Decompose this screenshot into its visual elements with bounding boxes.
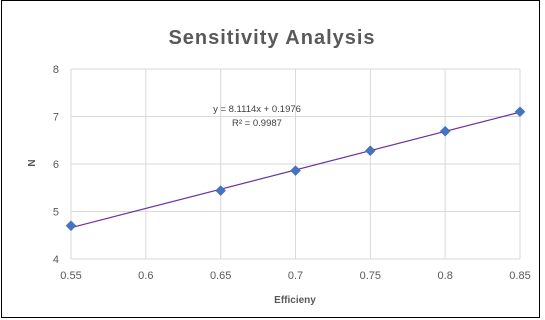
points-layer bbox=[65, 106, 526, 232]
x-tick-label: 0.7 bbox=[288, 270, 303, 282]
chart-title: Sensitivity Analysis bbox=[168, 27, 375, 49]
data-point bbox=[364, 145, 376, 157]
y-tick-label: 5 bbox=[53, 207, 59, 219]
x-tick-label: 0.55 bbox=[60, 270, 81, 282]
equation-label: y = 8.1114x + 0.1976 bbox=[213, 104, 301, 115]
y-tick-label: 4 bbox=[53, 254, 59, 266]
y-axis-label: N bbox=[27, 159, 38, 166]
x-axis-label: Efficieny bbox=[274, 295, 316, 306]
x-tick-label: 0.85 bbox=[509, 270, 530, 282]
y-tick-label: 7 bbox=[53, 112, 59, 124]
y-tick-label: 6 bbox=[53, 159, 59, 171]
x-tick-label: 0.75 bbox=[360, 270, 381, 282]
r-squared-label: R² = 0.9987 bbox=[232, 118, 282, 129]
grid-layer bbox=[70, 68, 521, 260]
y-tick-label: 8 bbox=[53, 64, 59, 76]
x-tick-label: 0.6 bbox=[138, 270, 153, 282]
x-tick-label: 0.8 bbox=[438, 270, 453, 282]
data-point bbox=[514, 106, 526, 118]
x-tick-label: 0.65 bbox=[210, 270, 231, 282]
data-point bbox=[215, 185, 227, 196]
tick-labels-layer: 4 5 6 7 8 0.55 0.6 0.65 0.7 0.75 0.8 0.85 bbox=[53, 64, 531, 282]
data-point bbox=[290, 165, 301, 177]
data-point bbox=[439, 125, 451, 137]
data-point bbox=[65, 220, 77, 232]
